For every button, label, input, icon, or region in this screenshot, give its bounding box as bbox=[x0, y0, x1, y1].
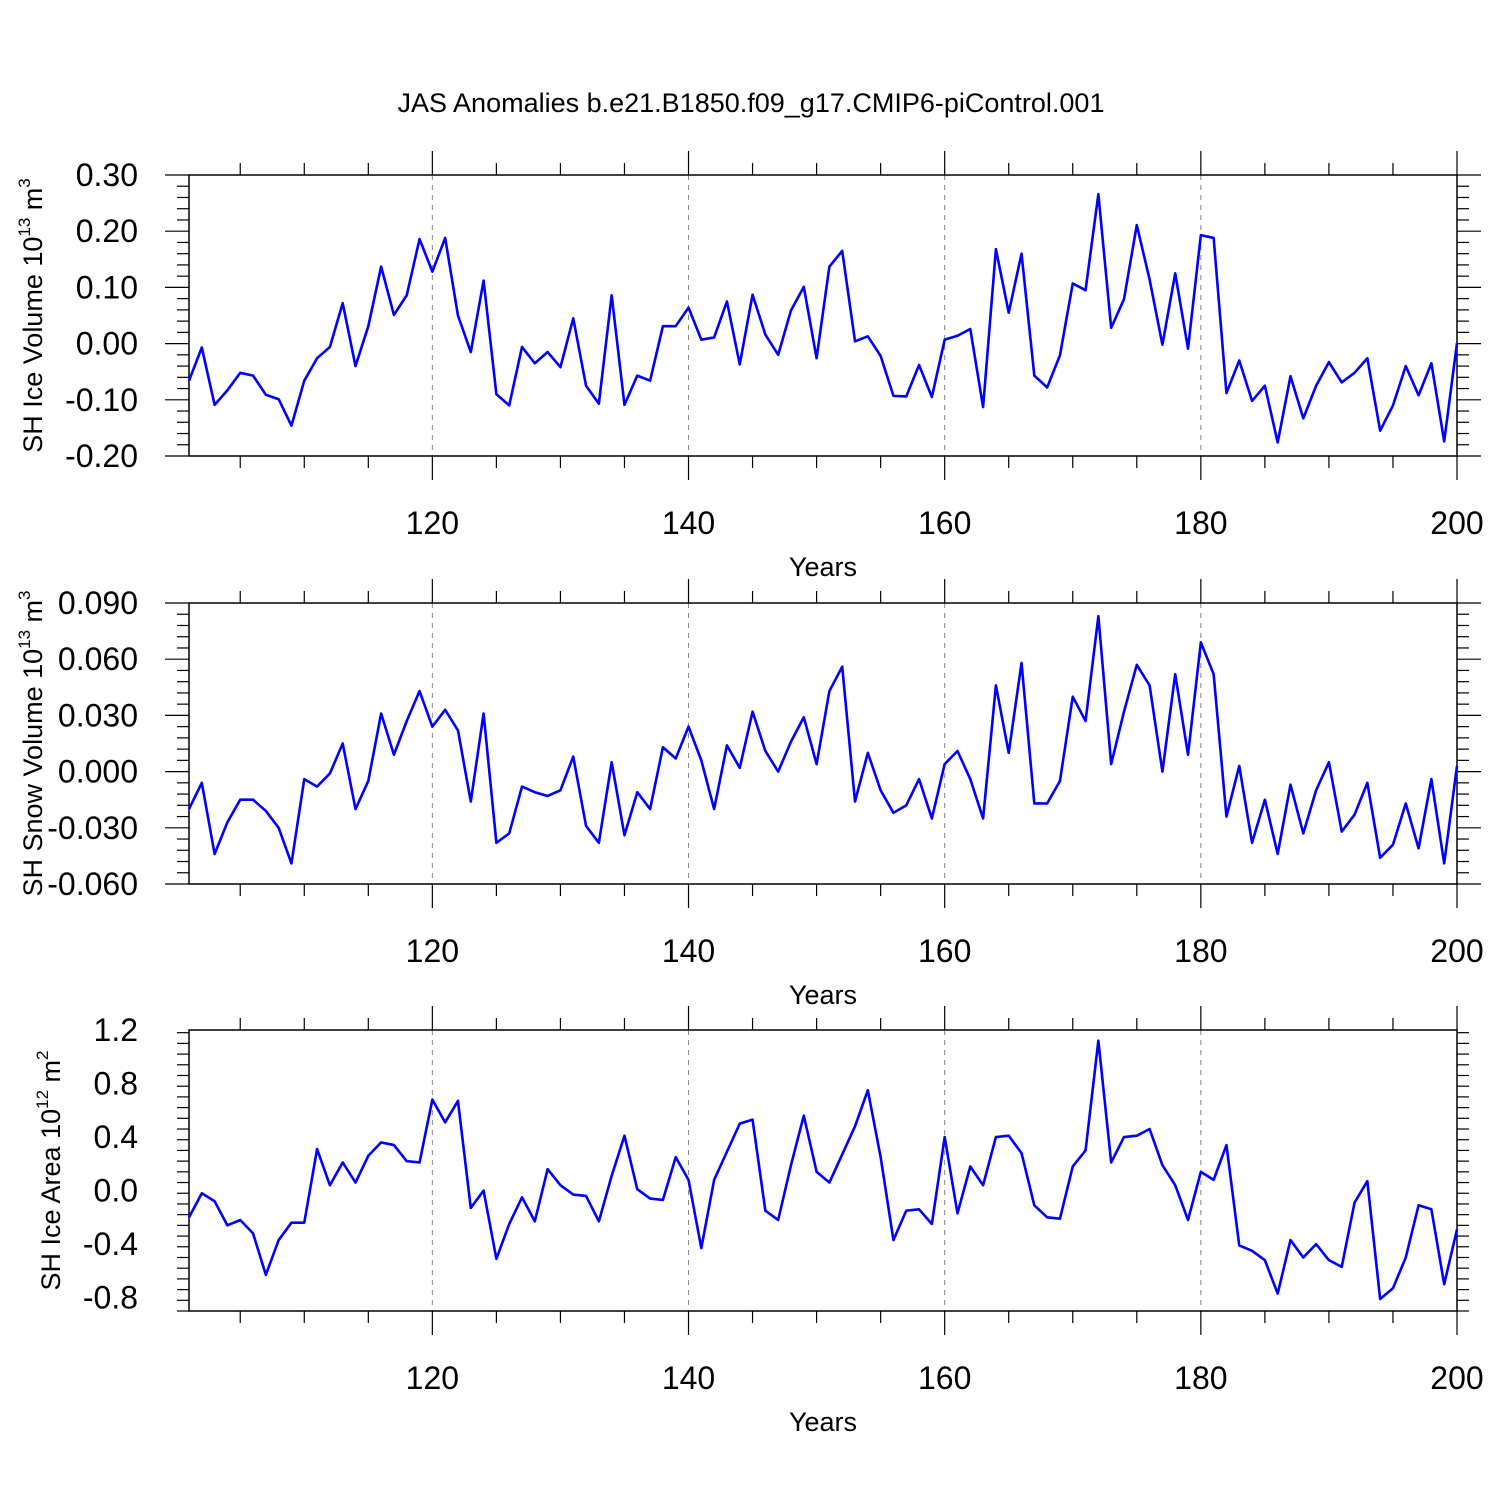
y-axis-title-unit: m bbox=[18, 600, 48, 630]
chart-panel-2: 120 140 160 180 200 -0.060 -0.030 0.000 0.030 0.0… bbox=[15, 579, 1484, 1010]
y-tick-label: 1.2 bbox=[94, 1012, 138, 1048]
y-tick-label: 0.030 bbox=[58, 697, 138, 733]
y-tick-label: -0.4 bbox=[83, 1226, 138, 1262]
plot-frame bbox=[188, 1029, 1458, 1312]
plot-frame bbox=[188, 602, 1458, 885]
y-tick-label: 0.000 bbox=[58, 754, 138, 790]
y-axis-title-unit-exp: 3 bbox=[15, 178, 34, 187]
x-tick-label: 140 bbox=[662, 1360, 715, 1396]
y-tick-label: 0.10 bbox=[76, 269, 138, 305]
y-tick-label: 0.4 bbox=[94, 1119, 138, 1155]
x-axis-title: Years bbox=[789, 1407, 857, 1437]
y-tick-label: 0.20 bbox=[76, 213, 138, 249]
chart-title: JAS Anomalies b.e21.B1850.f09_g17.CMIP6-… bbox=[398, 88, 1105, 118]
y-axis-title-unit-exp: 3 bbox=[15, 590, 34, 599]
x-tick-label: 200 bbox=[1430, 933, 1483, 969]
x-tick-label: 160 bbox=[918, 505, 971, 541]
x-tick-label: 180 bbox=[1174, 1360, 1227, 1396]
y-axis-title: SH Ice Volume 1013 m3 bbox=[15, 178, 48, 453]
series-line-3 bbox=[187, 1039, 1459, 1301]
y-axis-title-main: SH Ice Volume 10 bbox=[18, 237, 48, 453]
series-line-2 bbox=[187, 614, 1459, 865]
x-tick-label: 180 bbox=[1174, 933, 1227, 969]
x-tick-label: 140 bbox=[662, 505, 715, 541]
x-tick-label: 160 bbox=[918, 1360, 971, 1396]
y-tick-label: 0.060 bbox=[58, 641, 138, 677]
y-axis-title-main: SH Ice Area 10 bbox=[36, 1109, 66, 1291]
y-tick-label: -0.060 bbox=[47, 866, 138, 902]
y-axis-title-unit: m bbox=[18, 188, 48, 218]
x-axis-title: Years bbox=[789, 980, 857, 1010]
y-tick-label: 0.0 bbox=[94, 1173, 138, 1209]
y-tick-label: -0.8 bbox=[83, 1280, 138, 1316]
y-axis-title: SH Ice Area 1012 m2 bbox=[33, 1051, 66, 1291]
chart-panel-3: 120 140 160 180 200 -0.8 -0.4 0.0 0.4 0.8 1.2 Years… bbox=[33, 1006, 1484, 1437]
x-tick-label: 180 bbox=[1174, 505, 1227, 541]
x-tick-label: 140 bbox=[662, 933, 715, 969]
y-axis-title-exp: 12 bbox=[33, 1090, 52, 1109]
x-tick-label: 120 bbox=[406, 505, 459, 541]
y-tick-label: -0.20 bbox=[65, 438, 138, 474]
x-tick-label: 120 bbox=[406, 1360, 459, 1396]
y-axis-title-exp: 13 bbox=[15, 218, 34, 237]
series-line-1 bbox=[187, 192, 1459, 444]
x-tick-label: 160 bbox=[918, 933, 971, 969]
y-tick-label: -0.030 bbox=[47, 810, 138, 846]
y-axis-title: SH Snow Volume 1013 m3 bbox=[15, 590, 48, 896]
x-axis-title: Years bbox=[789, 552, 857, 582]
y-tick-label: 0.00 bbox=[76, 326, 138, 362]
chart-panel-1: 120 140 160 180 200 -0.20 -0.10 0.00 0.10 0.20 0.3… bbox=[15, 151, 1484, 582]
y-tick-label: -0.10 bbox=[65, 382, 138, 418]
y-tick-label: 0.090 bbox=[58, 585, 138, 621]
x-tick-label: 120 bbox=[406, 933, 459, 969]
y-axis-title-main: SH Snow Volume 10 bbox=[18, 649, 48, 897]
y-tick-label: 0.30 bbox=[76, 157, 138, 193]
plot-frame bbox=[188, 174, 1458, 457]
y-axis-title-unit-exp: 2 bbox=[33, 1051, 52, 1060]
y-axis-title-exp: 13 bbox=[15, 630, 34, 649]
y-axis-title-unit: m bbox=[36, 1060, 66, 1090]
x-tick-label: 200 bbox=[1430, 505, 1483, 541]
x-tick-label: 200 bbox=[1430, 1360, 1483, 1396]
y-tick-label: 0.8 bbox=[94, 1066, 138, 1102]
